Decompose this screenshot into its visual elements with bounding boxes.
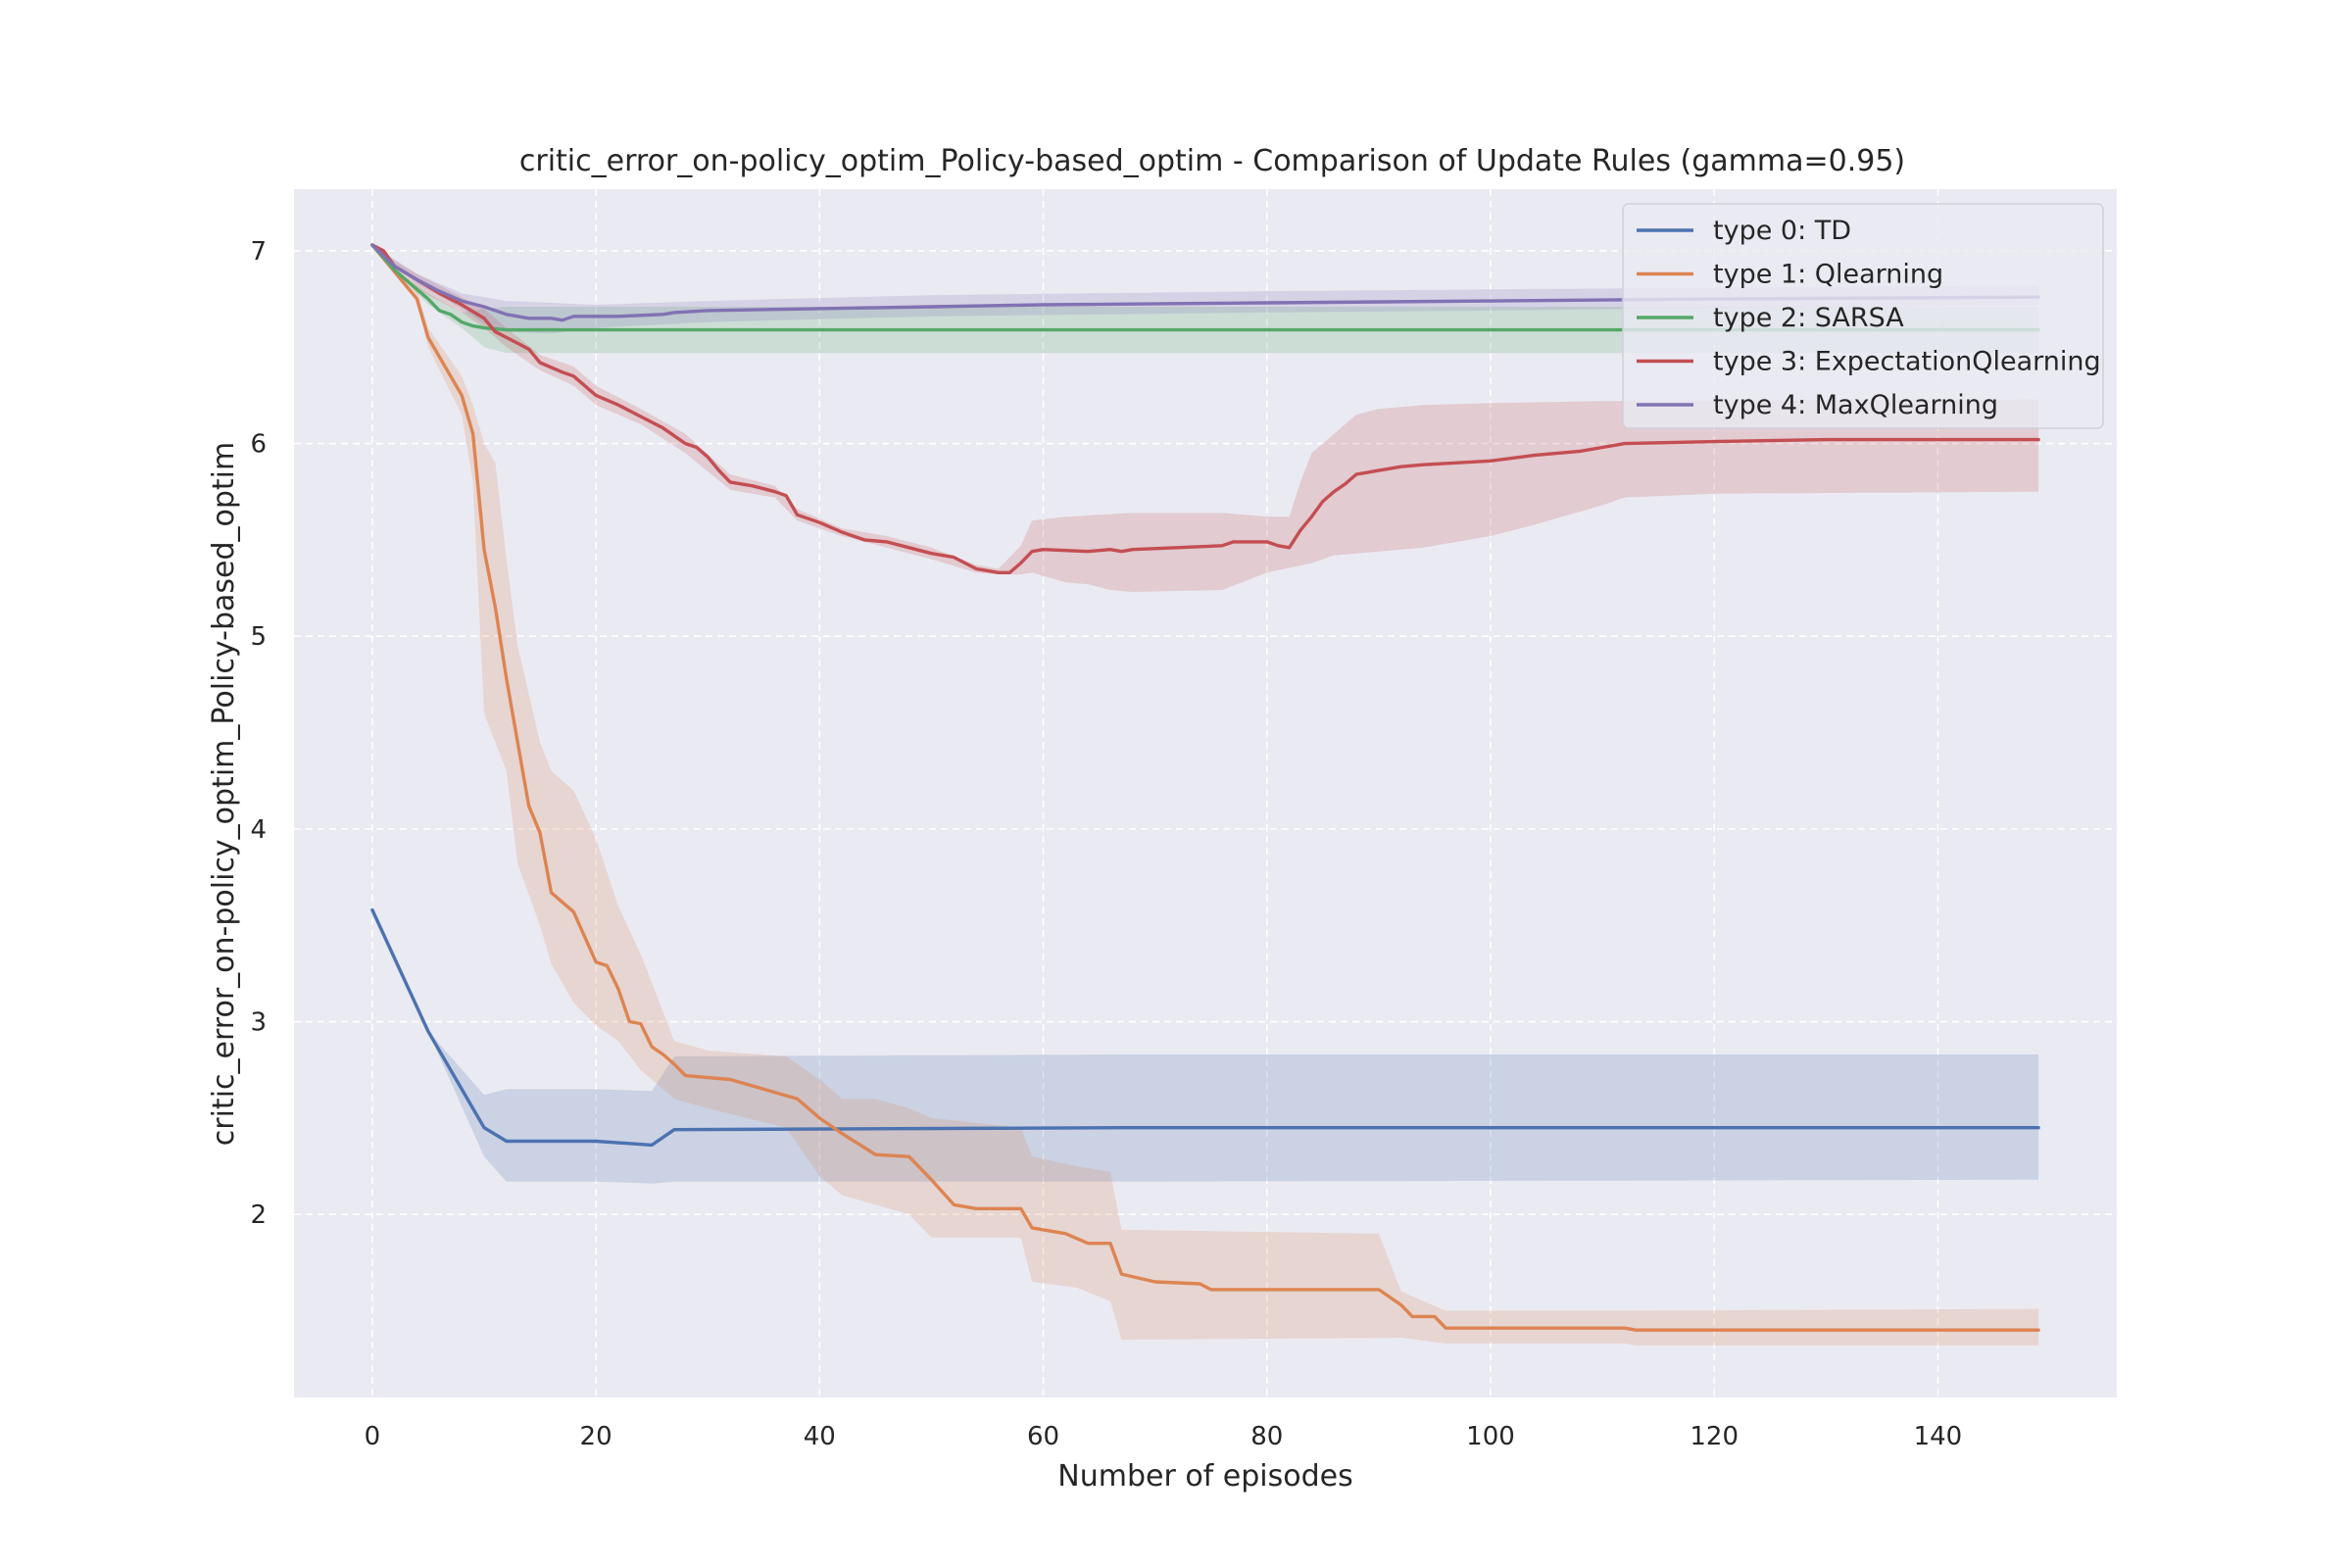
legend-label-0: type 0: TD xyxy=(1713,216,1851,246)
x-tick-label: 100 xyxy=(1466,1422,1515,1451)
y-axis-ticks: 2 3 4 5 6 7 xyxy=(250,237,267,1230)
legend-label-3: type 3: ExpectationQlearning xyxy=(1713,347,2101,377)
confidence-bands xyxy=(371,245,2039,1346)
series-band-3 xyxy=(371,245,2039,592)
x-tick-label: 120 xyxy=(1690,1422,1739,1451)
series-band-2 xyxy=(371,245,2039,354)
legend-label-1: type 1: Qlearning xyxy=(1713,260,1943,290)
legend-label-2: type 2: SARSA xyxy=(1713,303,1904,333)
y-axis-title: critic_error_on-policy_optim_Policy-base… xyxy=(207,442,241,1146)
series-line-4 xyxy=(370,243,2040,322)
series-band-0 xyxy=(371,909,2039,1184)
x-tick-label: 60 xyxy=(1027,1422,1059,1451)
legend: type 0: TD type 1: Qlearning type 2: SARSA… xyxy=(1622,203,2104,429)
series-lines xyxy=(370,243,2040,1332)
y-tick-label: 3 xyxy=(250,1008,267,1038)
series-band-1 xyxy=(371,245,2039,1346)
y-tick-label: 7 xyxy=(250,237,267,267)
y-tick-label: 2 xyxy=(250,1200,267,1230)
x-tick-label: 0 xyxy=(365,1422,381,1451)
series-band-4 xyxy=(371,245,2039,334)
x-tick-label: 20 xyxy=(580,1422,612,1451)
x-tick-label: 40 xyxy=(804,1422,836,1451)
legend-box xyxy=(1622,203,2104,429)
x-axis-ticks: 0 20 40 60 80 100 120 140 xyxy=(365,1422,1963,1451)
chart-title: critic_error_on-policy_optim_Policy-base… xyxy=(519,144,1905,178)
series-line-1 xyxy=(370,243,2040,1332)
y-tick-label: 4 xyxy=(250,815,267,845)
x-axis-title: Number of episodes xyxy=(1057,1459,1352,1494)
x-tick-label: 80 xyxy=(1250,1422,1283,1451)
y-tick-label: 5 xyxy=(250,622,267,652)
y-tick-label: 6 xyxy=(250,430,267,460)
legend-label-4: type 4: MaxQlearning xyxy=(1713,390,1998,420)
x-tick-label: 140 xyxy=(1914,1422,1963,1451)
series-line-3 xyxy=(370,243,2040,574)
series-line-0 xyxy=(370,907,2040,1148)
